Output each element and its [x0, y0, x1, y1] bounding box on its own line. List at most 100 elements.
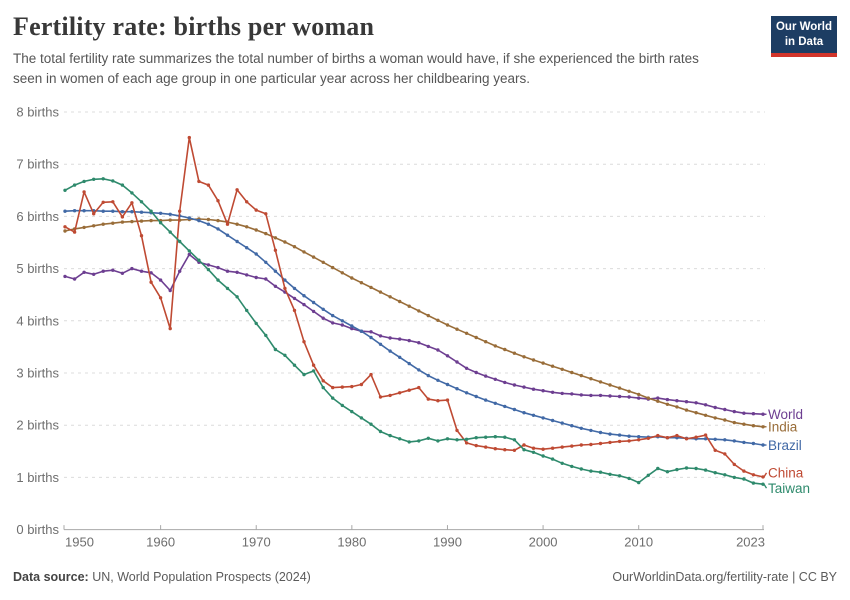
data-point [321, 385, 325, 390]
data-point [187, 135, 191, 140]
data-point [216, 199, 220, 203]
data-point [436, 318, 440, 322]
data-point [455, 360, 459, 364]
data-point [187, 249, 191, 253]
data-point [149, 209, 153, 213]
series-label-india[interactable]: India [768, 420, 798, 435]
owid-url-link[interactable]: OurWorldinData.org/fertility-rate [612, 570, 789, 584]
data-point [560, 445, 564, 449]
data-point [646, 436, 650, 440]
data-point [350, 384, 354, 389]
data-point [264, 277, 268, 281]
data-point [331, 321, 335, 325]
data-point [541, 447, 545, 451]
data-point [311, 309, 316, 314]
data-point [570, 392, 574, 396]
data-point [464, 366, 469, 370]
y-axis-tick-label: 8 births [16, 105, 59, 120]
x-axis-tick-label: 2023 [736, 535, 765, 550]
data-point [426, 397, 430, 401]
data-point [101, 209, 105, 213]
data-point [589, 469, 593, 473]
data-point [149, 218, 153, 223]
data-point [235, 295, 239, 299]
series-line-china [64, 136, 764, 478]
data-point [321, 260, 325, 264]
data-point [417, 368, 421, 372]
series-label-taiwan[interactable]: Taiwan [768, 481, 810, 496]
data-point [493, 377, 497, 381]
data-point [340, 403, 344, 408]
data-point [484, 398, 488, 402]
data-point [273, 284, 278, 288]
data-point [493, 401, 497, 405]
data-point [168, 230, 172, 234]
data-point [598, 441, 603, 446]
data-point [225, 233, 230, 237]
y-axis-tick-label: 0 births [16, 522, 59, 537]
series-china: China [63, 135, 804, 481]
data-point [178, 239, 182, 244]
data-point [120, 220, 125, 224]
data-point [656, 433, 660, 438]
data-point [751, 412, 756, 416]
data-point [302, 372, 306, 377]
data-point [369, 330, 373, 334]
y-axis-tick-label: 1 births [16, 470, 59, 485]
x-axis-tick-label: 2010 [624, 535, 653, 550]
data-point [637, 435, 641, 439]
data-point [570, 370, 574, 375]
data-point [292, 363, 297, 367]
data-point [359, 416, 364, 420]
data-point [120, 215, 125, 219]
data-point [598, 380, 603, 384]
data-point [225, 222, 230, 226]
data-point [273, 236, 278, 240]
data-point [522, 355, 526, 359]
data-point [512, 407, 517, 412]
data-point [541, 416, 545, 420]
data-point [426, 344, 430, 349]
data-point [72, 183, 77, 187]
data-point [417, 385, 421, 390]
data-point [713, 416, 717, 420]
data-source-note: Data source: UN, World Population Prospe… [13, 570, 311, 584]
data-point [225, 286, 230, 291]
data-point [92, 177, 96, 181]
data-point [627, 434, 631, 438]
data-point [254, 252, 258, 256]
series-line-world [64, 253, 764, 416]
data-point [139, 234, 144, 238]
data-point [761, 443, 765, 447]
data-point [484, 340, 488, 344]
data-point [751, 424, 756, 428]
data-point [120, 210, 125, 214]
data-point [235, 270, 239, 274]
data-point [139, 269, 144, 273]
y-axis-tick-label: 7 births [16, 157, 59, 172]
data-point [531, 413, 536, 417]
data-point [398, 299, 402, 304]
data-point [464, 391, 469, 395]
data-point [751, 441, 756, 446]
data-point [216, 227, 220, 231]
series-label-brazil[interactable]: Brazil [768, 438, 802, 453]
chart-header: Fertility rate: births per woman The tot… [13, 11, 753, 90]
data-point [254, 208, 258, 212]
data-point [637, 438, 641, 442]
data-point [723, 418, 727, 422]
data-point [178, 269, 182, 273]
series-label-world[interactable]: World [768, 407, 803, 422]
data-point [608, 472, 612, 476]
data-point [245, 273, 249, 277]
data-point [675, 405, 679, 409]
data-point [340, 271, 344, 275]
series-label-china[interactable]: China [768, 466, 804, 481]
owid-logo[interactable]: Our World in Data [771, 16, 837, 57]
y-axis-tick-label: 5 births [16, 261, 59, 276]
data-point [570, 444, 574, 448]
data-point [617, 394, 622, 399]
data-point [120, 183, 125, 187]
data-point [742, 477, 746, 481]
series-label-connector [763, 483, 768, 489]
